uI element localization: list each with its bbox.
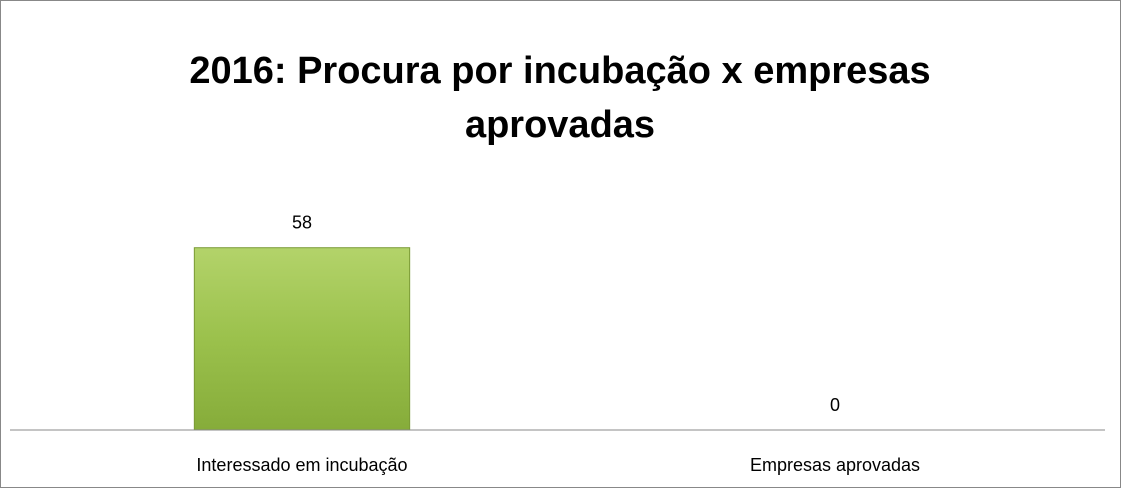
chart-title: 2016: Procura por incubação x empresas a… bbox=[189, 50, 931, 146]
data-label: 58 bbox=[292, 212, 312, 232]
bar bbox=[193, 247, 411, 431]
data-label: 0 bbox=[830, 395, 840, 415]
x-tick-label: Empresas aprovadas bbox=[750, 455, 920, 475]
x-tick-label: Interessado em incubação bbox=[196, 455, 407, 475]
